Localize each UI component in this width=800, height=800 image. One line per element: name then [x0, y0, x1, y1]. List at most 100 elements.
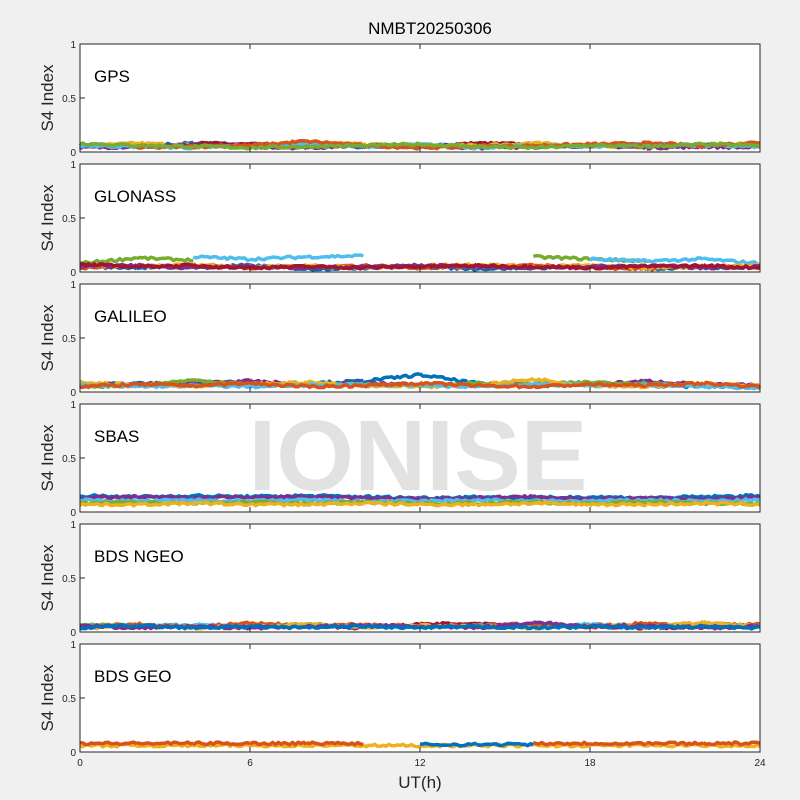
data-segment — [192, 263, 251, 271]
plot-area — [80, 644, 760, 752]
data-segment — [475, 623, 535, 631]
data-segment — [476, 144, 534, 151]
series-sat-g — [79, 141, 761, 151]
data-segment — [703, 623, 761, 631]
y-tick-label: 0.5 — [62, 214, 76, 225]
plot-area — [80, 524, 760, 632]
data-segment — [305, 382, 365, 390]
data-segment — [702, 262, 761, 271]
data-segment — [306, 497, 364, 504]
data-segment — [79, 381, 138, 390]
data-segment — [646, 500, 704, 507]
data-segment — [136, 262, 194, 270]
data-segment — [476, 263, 535, 270]
data-segment — [192, 740, 251, 747]
data-segment — [249, 263, 308, 271]
data-segment — [192, 623, 250, 631]
data-segment — [79, 501, 138, 508]
data-segment — [476, 741, 534, 748]
data-segment — [588, 501, 647, 508]
data-segment — [588, 256, 647, 263]
data-segment — [249, 740, 308, 747]
y-tick-label: 1 — [70, 640, 76, 651]
panel-bds-ngeo: 0 0.5 1 S4 Index BDS NGEO — [38, 520, 761, 639]
data-segment — [249, 144, 308, 151]
constellation-label: GLONASS — [94, 187, 176, 206]
constellation-label: BDS NGEO — [94, 547, 184, 566]
data-segment — [79, 493, 138, 501]
series-sat-b — [80, 740, 761, 747]
data-segment — [80, 740, 138, 747]
data-segment — [79, 622, 138, 631]
data-segment — [419, 382, 478, 390]
panel-sbas: 0 0.5 1 S4 Index SBAS — [38, 400, 762, 519]
data-segment — [136, 623, 194, 631]
y-tick-label: 1 — [70, 520, 76, 531]
constellation-label: SBAS — [94, 427, 139, 446]
y-tick-label: 0 — [70, 148, 76, 159]
y-tick-label: 0.5 — [62, 334, 76, 345]
data-segment — [135, 381, 195, 389]
data-segment — [646, 740, 704, 747]
data-segment — [136, 500, 195, 508]
plot-area — [80, 164, 760, 272]
y-axis-label: S4 Index — [38, 64, 57, 132]
y-tick-label: 0.5 — [62, 694, 76, 705]
data-segment — [362, 141, 421, 149]
y-tick-label: 0 — [70, 268, 76, 279]
data-segment — [136, 142, 194, 150]
y-tick-label: 0.5 — [62, 574, 76, 585]
data-segment — [476, 501, 534, 508]
x-tick-label: 6 — [247, 758, 253, 769]
data-segment — [306, 143, 364, 150]
data-segment — [532, 494, 591, 502]
y-axis-label: S4 Index — [38, 184, 57, 252]
data-segment — [193, 494, 251, 501]
data-segment — [363, 372, 421, 385]
data-segment — [362, 381, 421, 389]
data-segment — [362, 264, 421, 271]
data-segment — [476, 382, 534, 390]
data-segment — [249, 380, 307, 389]
data-segment — [589, 623, 647, 631]
y-tick-label: 1 — [70, 160, 76, 171]
data-segment — [362, 742, 421, 749]
panel-bds-geo: 0 6 12 18 24 0 0.5 1 S4 Index BDS GEO — [38, 640, 766, 769]
series-sat-c — [419, 741, 534, 748]
data-segment — [136, 494, 194, 501]
data-segment — [192, 500, 251, 507]
data-segment — [589, 381, 647, 389]
panel-gps: 0 0.5 1 S4 Index GPS — [38, 40, 761, 159]
data-segment — [136, 740, 194, 746]
data-segment — [193, 143, 251, 151]
series-sat-b — [192, 253, 761, 267]
data-segment — [192, 380, 251, 389]
data-segment — [533, 143, 591, 151]
data-segment — [362, 624, 420, 631]
data-segment — [249, 623, 307, 631]
data-segment — [533, 624, 591, 631]
data-segment — [249, 139, 307, 148]
data-segment — [136, 255, 194, 263]
data-segment — [702, 141, 761, 148]
watermark: IONISE — [249, 400, 588, 512]
data-segment — [306, 264, 364, 271]
data-segment — [419, 741, 477, 748]
x-tick-label: 18 — [584, 758, 596, 769]
x-tick-label: 12 — [414, 758, 426, 769]
data-segment — [589, 143, 647, 150]
y-tick-label: 0.5 — [62, 94, 76, 105]
data-segment — [646, 262, 705, 270]
series-sat-g — [79, 261, 761, 271]
data-segment — [250, 254, 307, 262]
data-segment — [703, 256, 761, 267]
y-tick-label: 1 — [70, 280, 76, 291]
panel-glonass: 0 0.5 1 S4 Index GLONASS — [38, 160, 761, 279]
data-segment — [79, 261, 138, 270]
data-segment — [418, 380, 478, 388]
data-segment — [192, 742, 251, 749]
data-segment — [419, 501, 478, 508]
data-segment — [419, 262, 478, 269]
